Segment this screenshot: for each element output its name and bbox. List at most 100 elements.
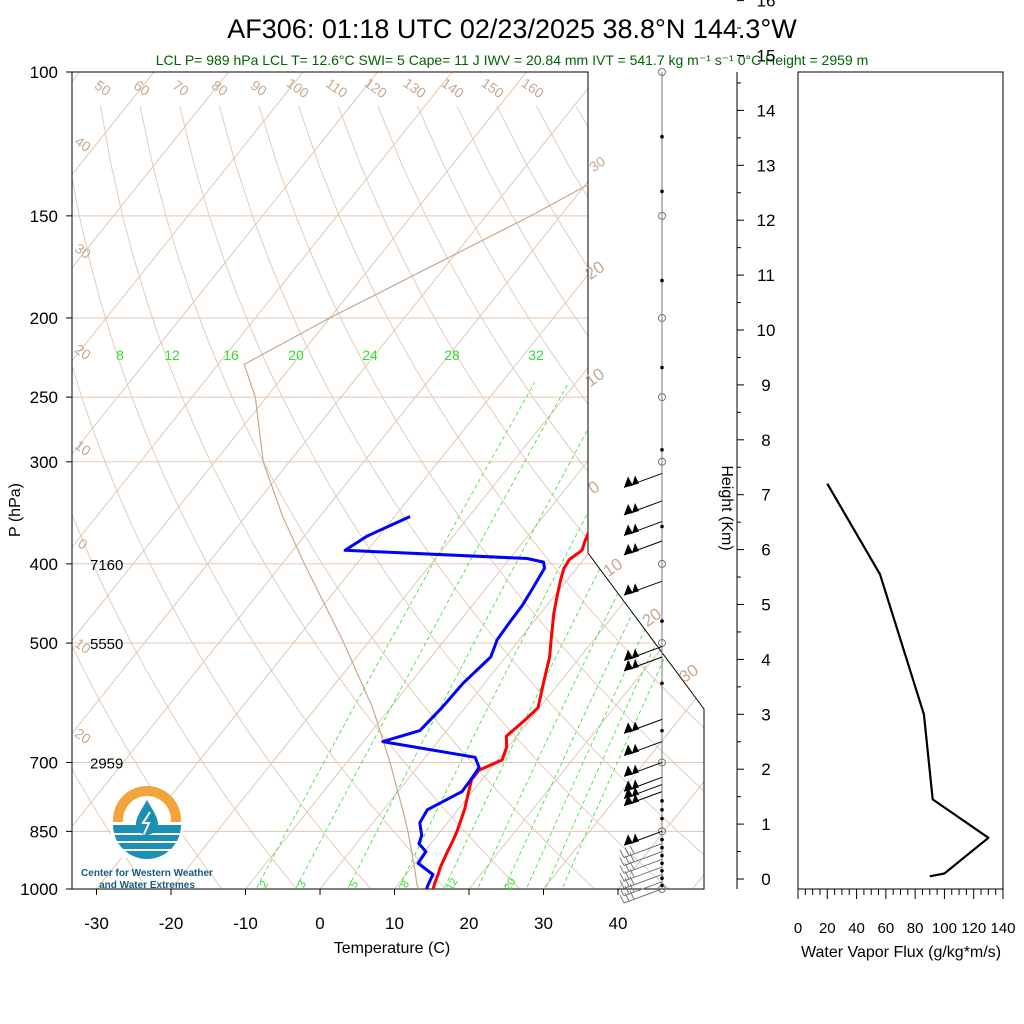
isotherm-label: 90 bbox=[248, 77, 270, 99]
mixing-ratio-label: 8 bbox=[116, 347, 124, 363]
wind-flag bbox=[624, 765, 633, 777]
wind-dot bbox=[660, 876, 664, 880]
wvf-x-tick-label: 80 bbox=[907, 920, 924, 937]
height-label: 2959 bbox=[90, 755, 123, 772]
wind-flag bbox=[624, 744, 633, 756]
isotherm-lines bbox=[72, 72, 704, 889]
wind-barb bbox=[623, 851, 663, 867]
wind-dot bbox=[660, 365, 664, 370]
dry-adiabat bbox=[218, 105, 704, 889]
height-label: 5550 bbox=[90, 636, 123, 653]
wind-feather bbox=[624, 892, 630, 902]
wind-level-marker bbox=[658, 639, 666, 648]
height-tick-label: 15 bbox=[757, 47, 776, 66]
cw3e-logo: Center for Western Weather and Water Ext… bbox=[81, 786, 213, 891]
y-tick-label: 300 bbox=[30, 453, 58, 472]
wind-dot bbox=[660, 728, 664, 733]
height-tick-label: 5 bbox=[761, 596, 770, 615]
dry-adiabat bbox=[377, 105, 704, 889]
dry-adiabat bbox=[814, 106, 1024, 907]
wind-flag bbox=[632, 475, 639, 486]
isotherm-label: 30 bbox=[586, 153, 608, 175]
chart-title: AF306: 01:18 UTC 02/23/2025 38.8°N 144.3… bbox=[227, 14, 797, 44]
y-tick-label: 150 bbox=[30, 207, 58, 226]
wind-dot bbox=[660, 619, 664, 623]
wind-dot bbox=[660, 681, 664, 686]
wind-level-marker bbox=[658, 457, 666, 466]
wind-dot bbox=[660, 799, 664, 803]
water-vapor-flux-panel: 0 20 40 60 80 100 120 140 Water Vapor Flux (g/kg… bbox=[794, 71, 1016, 961]
height-tick-label: 3 bbox=[761, 705, 770, 724]
dry-adiabat bbox=[694, 105, 704, 889]
wind-level-marker bbox=[658, 313, 666, 322]
wind-feather bbox=[624, 847, 630, 856]
dry-adiabat bbox=[337, 105, 704, 889]
water-vapor-flux-line bbox=[826, 483, 990, 878]
height-labels: 7160 5550 2959 bbox=[90, 557, 123, 773]
height-tick-label: 13 bbox=[757, 156, 776, 175]
wind-flag bbox=[632, 542, 639, 553]
isotherm-label: 20 bbox=[72, 341, 94, 363]
wind-flag bbox=[624, 722, 633, 734]
wind-flag bbox=[632, 786, 639, 797]
wind-flag bbox=[632, 502, 639, 513]
wind-dot bbox=[660, 189, 664, 194]
wind-barb bbox=[623, 866, 663, 882]
wind-flag bbox=[624, 503, 633, 515]
isotherm-line bbox=[72, 72, 632, 889]
dry-adiabat bbox=[72, 105, 387, 889]
isotherm-label: 20 bbox=[72, 725, 94, 747]
wind-feather bbox=[619, 880, 625, 889]
wind-flag bbox=[624, 659, 633, 671]
height-tick-label: 14 bbox=[757, 101, 776, 120]
dry-adiabat bbox=[615, 105, 704, 889]
chart-subtitle: LCL P= 989 hPa LCL T= 12.6°C SWI= 5 Cape… bbox=[156, 52, 868, 68]
wind-dot bbox=[660, 447, 664, 452]
wind-feather bbox=[629, 845, 635, 854]
height-label: 7160 bbox=[90, 557, 123, 574]
mixing-ratio-label: 32 bbox=[528, 347, 544, 363]
wvf-x-tick-label: 120 bbox=[961, 920, 986, 937]
isotherm-label: 20 bbox=[582, 257, 608, 283]
wind-level-marker bbox=[658, 559, 666, 568]
wind-level-marker bbox=[658, 68, 666, 76]
isotherm-line bbox=[603, 72, 704, 889]
mixing-ratio-line bbox=[286, 382, 569, 889]
wind-feather bbox=[629, 876, 635, 885]
isotherm-label: 50 bbox=[92, 77, 114, 99]
y-tick-label: 850 bbox=[30, 822, 58, 841]
wind-feather bbox=[619, 857, 625, 866]
height-tick-label: 12 bbox=[757, 211, 776, 230]
isotherm-line bbox=[305, 72, 704, 889]
wind-barb bbox=[623, 888, 663, 904]
isotherm-label: 60 bbox=[131, 77, 153, 99]
isotherm-line bbox=[72, 72, 334, 889]
wind-flag bbox=[632, 658, 639, 669]
isotherm-line bbox=[72, 72, 483, 889]
height-tick-label: 6 bbox=[761, 541, 770, 560]
mixing-ratio-label-bottom: 3 bbox=[296, 879, 309, 890]
mixing-ratio-label-bottom: 8 bbox=[399, 879, 412, 890]
wvf-x-axis-label: Water Vapor Flux (g/kg*m/s) bbox=[801, 944, 1001, 961]
dewpoint-line bbox=[343, 515, 546, 889]
y-tick-label: 700 bbox=[30, 753, 58, 772]
mixing-ratio-label-bottom: 20 bbox=[502, 876, 519, 893]
wind-dot bbox=[660, 869, 664, 873]
x-axis-label: Temperature (C) bbox=[334, 940, 450, 957]
x-tick-label: 40 bbox=[609, 914, 628, 933]
x-tick-label: 20 bbox=[460, 914, 479, 933]
wind-flag bbox=[624, 834, 633, 846]
isotherm-label: 0 bbox=[585, 477, 604, 498]
logo-text-line1: Center for Western Weather bbox=[81, 868, 213, 879]
height-tick-label: 10 bbox=[757, 321, 776, 340]
isotherm-label: 70 bbox=[170, 77, 192, 99]
wind-flag bbox=[624, 543, 633, 555]
isotherm-label: 0 bbox=[75, 535, 91, 553]
wind-dot bbox=[660, 845, 664, 850]
wind-flag bbox=[624, 649, 633, 661]
wind-flag bbox=[624, 787, 633, 799]
y-tick-label: 100 bbox=[30, 63, 58, 82]
dry-adiabat bbox=[774, 106, 1024, 907]
